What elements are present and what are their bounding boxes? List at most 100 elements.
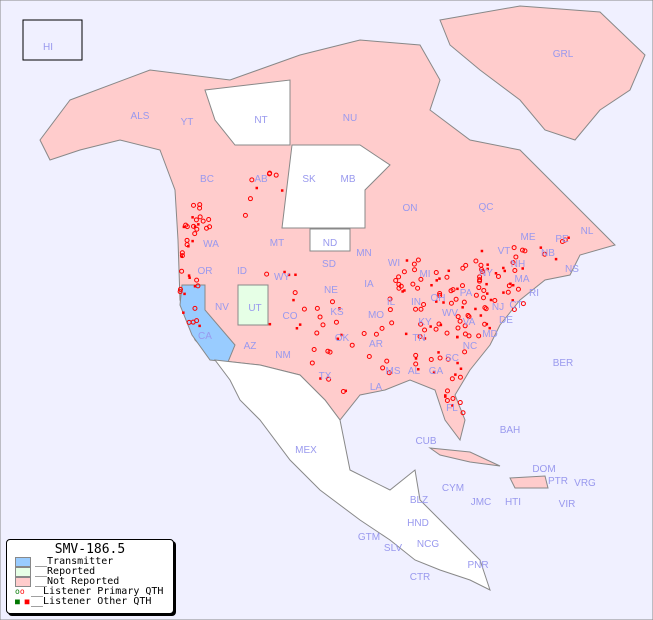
listener-primary-marker [437,291,443,297]
listener-primary-marker [453,296,459,302]
listener-primary-marker [473,258,479,264]
listener-primary-marker [477,277,483,283]
region-label-va: VA [463,317,476,328]
region-label-dom: DOM [532,464,555,475]
listener-primary-marker [418,321,424,327]
region-label-pa: PA [460,288,473,299]
listener-primary-marker [192,231,198,237]
listener-other-marker [429,325,432,328]
region-label-ca: CA [198,331,212,342]
listener-other-marker [437,351,440,354]
region-label-ny: NY [479,268,493,279]
listener-primary-marker [449,376,455,382]
listener-primary-marker [320,322,326,328]
region-label-ia: IA [364,279,374,290]
transmitter-swatch [15,557,31,567]
listener-primary-marker [412,267,418,273]
listener-primary-marker [413,361,419,367]
listener-primary-marker [455,325,461,331]
region-label-ncg: NCG [417,539,439,550]
listener-other-marker [191,216,194,219]
listener-primary-marker [481,287,487,293]
region-label-fl: FL [446,403,458,414]
region-label-co: CO [283,311,298,322]
listener-primary-marker [183,222,189,228]
listener-other-marker [511,283,515,287]
listener-primary-marker [444,398,450,404]
listener-primary-marker [436,321,442,327]
region-label-nv: NV [215,302,229,313]
region-label-jmc: JMC [471,497,492,508]
region-label-la: LA [370,382,383,393]
region-label-hi: HI [43,42,53,53]
listener-primary-marker [506,283,512,289]
listener-primary-marker [349,342,355,348]
listener-primary-marker [428,356,434,362]
listener-primary-marker [366,353,372,359]
listener-other-marker [414,357,418,360]
land-canada-north-white [204,79,291,146]
listener-primary-marker [194,318,200,324]
listener-primary-marker [466,333,472,339]
region-label-tx: TX [319,371,332,382]
region-label-sk: SK [302,174,316,185]
listener-primary-marker [437,355,443,361]
reported-swatch [15,567,31,577]
region-label-vrg: VRG [574,478,596,489]
listener-other-marker [554,257,558,261]
listener-primary-marker [194,226,200,232]
listener-primary-marker [195,283,201,289]
listener-other-marker [502,266,505,270]
region-label-ri: RI [529,288,539,299]
listener-other-marker [404,332,408,336]
legend-label: __Reported [35,566,96,577]
listener-primary-marker [314,330,320,336]
listener-primary-marker [462,323,468,329]
listener-primary-marker [379,325,385,331]
state-ut [237,284,269,326]
listener-other-marker [319,377,322,380]
region-label-ky: KY [418,317,432,328]
legend-label: __Not Reported [35,576,120,587]
listener-other-marker [187,244,190,248]
region-label-bc: BC [200,174,214,185]
region-label-gtm: GTM [358,532,380,543]
listener-other-marker [403,289,406,292]
listener-other-marker [287,273,291,277]
listener-other-marker [191,239,194,243]
listener-other-marker [336,337,340,341]
listener-other-marker [255,186,259,190]
listener-primary-marker [264,271,270,277]
listener-primary-marker [184,242,190,248]
region-label-als: ALS [131,111,150,122]
listener-primary-marker [511,245,517,251]
region-label-nc: NC [463,341,477,352]
region-label-cym: CYM [442,483,464,494]
listener-primary-marker [450,287,456,293]
listener-primary-marker [179,250,185,256]
listener-primary-marker [433,326,439,332]
legend-not-reported: __Not Reported [7,577,173,587]
listener-other-marker [187,274,191,277]
listener-other-marker [489,298,493,302]
state-nd [309,228,351,252]
region-label-in: IN [411,297,421,308]
listener-primary-marker [433,270,439,276]
listener-primary-marker [418,306,424,312]
listener-primary-marker [266,171,272,177]
legend: SMV-186.5 __Transmitter __Reported __Not… [6,539,174,614]
listener-primary-marker [387,307,393,313]
filled-square-icon: ■ ■ [15,597,30,606]
region-label-ct: CT [509,300,522,311]
listener-other-marker [485,322,489,326]
listener-primary-marker [177,289,183,295]
listener-primary-marker [483,306,489,312]
region-label-sd: SD [322,259,336,270]
region-label-nl: NL [581,226,594,237]
listener-primary-marker [562,237,568,243]
region-label-sc: SC [445,353,459,364]
listener-other-marker [456,287,459,291]
listener-primary-marker [386,370,392,376]
listener-primary-marker [492,297,498,303]
